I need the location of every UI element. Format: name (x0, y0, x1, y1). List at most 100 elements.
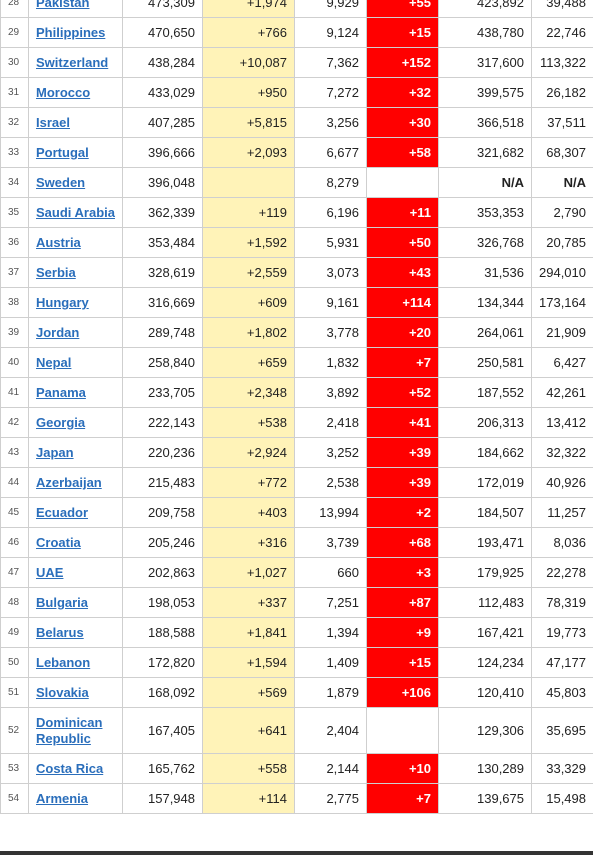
active-cases-cell: 47,177 (531, 647, 593, 678)
active-cases-cell: 78,319 (531, 587, 593, 618)
total-deaths-cell: 7,251 (294, 587, 367, 618)
active-cases-cell: 32,322 (531, 437, 593, 468)
country-link[interactable]: Sweden (36, 175, 86, 190)
country-link[interactable]: Japan (36, 445, 74, 460)
active-cases-cell: 20,785 (531, 227, 593, 258)
total-cases-cell: 165,762 (122, 753, 203, 784)
recovered-cell: 317,600 (438, 47, 532, 78)
rank-cell: 50 (0, 647, 29, 678)
total-cases-cell: 328,619 (122, 257, 203, 288)
country-link[interactable]: Israel (36, 115, 70, 130)
country-link[interactable]: Panama (36, 385, 86, 400)
total-cases-cell: 220,236 (122, 437, 203, 468)
recovered-cell: 438,780 (438, 17, 532, 48)
country-cell: Switzerland (28, 47, 123, 78)
total-cases-cell: 353,484 (122, 227, 203, 258)
total-cases-cell: 168,092 (122, 677, 203, 708)
rank-cell: 33 (0, 137, 29, 168)
country-link[interactable]: Bulgaria (36, 595, 89, 610)
rank-cell: 43 (0, 437, 29, 468)
rank-cell: 38 (0, 287, 29, 318)
country-link[interactable]: Nepal (36, 355, 72, 370)
country-cell: Dominican Republic (28, 707, 123, 754)
new-cases-cell: +1,592 (202, 227, 295, 258)
country-link[interactable]: Slovakia (36, 685, 89, 700)
active-cases-cell: 173,164 (531, 287, 593, 318)
country-link[interactable]: Serbia (36, 265, 76, 280)
recovered-cell: 366,518 (438, 107, 532, 138)
table-row: 34 Sweden 396,048 8,279 N/A N/A (0, 167, 593, 198)
country-link[interactable]: Dominican Republic (36, 714, 103, 746)
country-link[interactable]: Philippines (36, 25, 106, 40)
country-cell: Croatia (28, 527, 123, 558)
bottom-divider (0, 851, 593, 855)
country-link[interactable]: Azerbaijan (36, 475, 102, 490)
rank-cell: 46 (0, 527, 29, 558)
active-cases-cell: 8,036 (531, 527, 593, 558)
active-cases-cell: 39,488 (531, 0, 593, 18)
total-cases-cell: 396,048 (122, 167, 203, 198)
country-link[interactable]: Austria (36, 235, 81, 250)
table-row: 28 Pakistan 473,309 +1,974 9,929 +55 423,892 39… (0, 0, 593, 18)
rank-cell: 30 (0, 47, 29, 78)
country-link[interactable]: Armenia (36, 791, 89, 806)
country-link[interactable]: Ecuador (36, 505, 89, 520)
new-cases-cell: +659 (202, 347, 295, 378)
country-link[interactable]: Belarus (36, 625, 84, 640)
total-cases-cell: 396,666 (122, 137, 203, 168)
country-link[interactable]: Portugal (36, 145, 89, 160)
total-cases-cell: 289,748 (122, 317, 203, 348)
total-deaths-cell: 7,272 (294, 77, 367, 108)
total-cases-cell: 470,650 (122, 17, 203, 48)
table-row: 43 Japan 220,236 +2,924 3,252 +39 184,662 32,32… (0, 437, 593, 468)
new-deaths-cell: +2 (366, 497, 439, 528)
total-deaths-cell: 1,879 (294, 677, 367, 708)
new-deaths-cell: +39 (366, 437, 439, 468)
total-deaths-cell: 2,538 (294, 467, 367, 498)
country-link[interactable]: Croatia (36, 535, 81, 550)
rank-cell: 51 (0, 677, 29, 708)
total-cases-cell: 438,284 (122, 47, 203, 78)
country-link[interactable]: Switzerland (36, 55, 109, 70)
rank-cell: 31 (0, 77, 29, 108)
country-link[interactable]: Pakistan (36, 0, 90, 10)
country-link[interactable]: Jordan (36, 325, 80, 340)
country-link[interactable]: UAE (36, 565, 64, 580)
rank-cell: 54 (0, 783, 29, 814)
country-link[interactable]: Morocco (36, 85, 91, 100)
new-deaths-cell: +15 (366, 17, 439, 48)
new-deaths-cell: +87 (366, 587, 439, 618)
country-cell: Israel (28, 107, 123, 138)
total-cases-cell: 407,285 (122, 107, 203, 138)
rank-cell: 32 (0, 107, 29, 138)
new-cases-cell: +1,974 (202, 0, 295, 18)
total-deaths-cell: 1,832 (294, 347, 367, 378)
table-row: 38 Hungary 316,669 +609 9,161 +114 134,344 173,… (0, 287, 593, 318)
total-deaths-cell: 1,409 (294, 647, 367, 678)
table-row: 29 Philippines 470,650 +766 9,124 +15 438,780 2… (0, 17, 593, 48)
active-cases-cell: 33,329 (531, 753, 593, 784)
table-row: 42 Georgia 222,143 +538 2,418 +41 206,313 13,41… (0, 407, 593, 438)
country-cell: Austria (28, 227, 123, 258)
country-cell: Pakistan (28, 0, 123, 18)
new-cases-cell: +569 (202, 677, 295, 708)
country-link[interactable]: Saudi Arabia (36, 205, 115, 220)
total-deaths-cell: 3,256 (294, 107, 367, 138)
total-deaths-cell: 9,124 (294, 17, 367, 48)
table-row: 32 Israel 407,285 +5,815 3,256 +30 366,518 37,5… (0, 107, 593, 138)
country-link[interactable]: Georgia (36, 415, 86, 430)
new-deaths-cell: +152 (366, 47, 439, 78)
new-cases-cell: +2,559 (202, 257, 295, 288)
country-link[interactable]: Hungary (36, 295, 89, 310)
new-deaths-cell: +52 (366, 377, 439, 408)
new-deaths-cell: +58 (366, 137, 439, 168)
active-cases-cell: 19,773 (531, 617, 593, 648)
total-deaths-cell: 660 (294, 557, 367, 588)
country-link[interactable]: Lebanon (36, 655, 91, 670)
new-cases-cell: +114 (202, 783, 295, 814)
country-cell: Georgia (28, 407, 123, 438)
country-link[interactable]: Costa Rica (36, 761, 104, 776)
total-deaths-cell: 6,677 (294, 137, 367, 168)
active-cases-cell: 22,278 (531, 557, 593, 588)
rank-cell: 52 (0, 707, 29, 754)
